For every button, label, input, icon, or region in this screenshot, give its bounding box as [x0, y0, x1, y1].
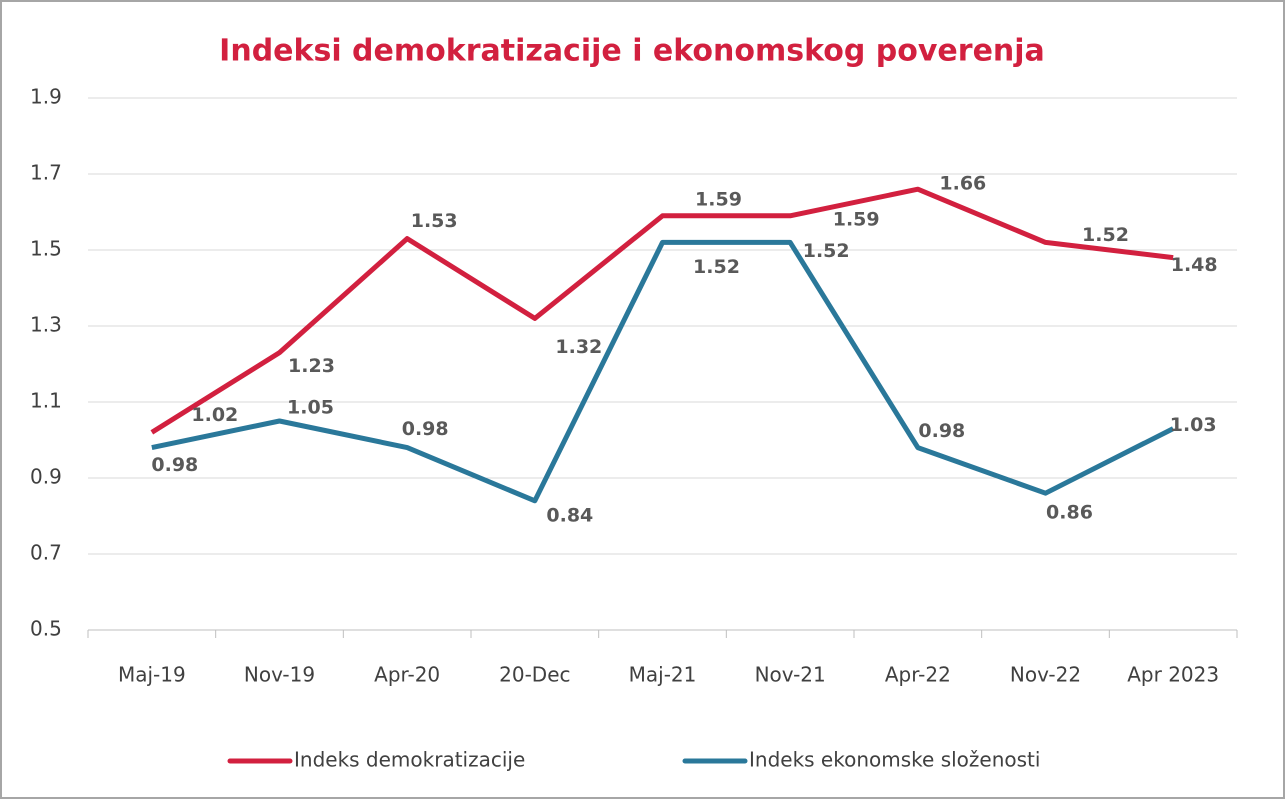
legend-label: Indeks demokratizacije — [294, 748, 525, 772]
x-tick-label: Nov-22 — [1010, 663, 1081, 687]
data-label: 1.03 — [1170, 414, 1217, 436]
series-line — [151, 239, 1175, 504]
data-label: 1.53 — [411, 210, 458, 232]
data-label: 1.59 — [833, 208, 880, 230]
data-label: 1.48 — [1171, 254, 1218, 276]
y-tick-label: 1.5 — [30, 237, 62, 261]
data-label: 1.32 — [555, 336, 602, 358]
x-tick-label: Nov-19 — [244, 663, 315, 687]
legend-label: Indeks ekonomske složenosti — [749, 748, 1040, 772]
data-label: 1.52 — [1082, 224, 1129, 246]
data-label: 1.59 — [695, 188, 742, 210]
data-label: 0.98 — [151, 454, 198, 476]
data-label: 1.52 — [803, 240, 850, 262]
y-tick-label: 1.7 — [30, 161, 62, 185]
y-tick-label: 1.3 — [30, 313, 62, 337]
y-tick-label: 1.1 — [30, 389, 62, 413]
x-tick-label: Apr-20 — [374, 663, 440, 687]
data-label: 1.66 — [939, 173, 986, 195]
data-label: 1.02 — [191, 404, 238, 426]
data-label: 0.86 — [1046, 502, 1093, 524]
y-tick-label: 0.9 — [30, 465, 62, 489]
data-label: 1.05 — [287, 397, 334, 419]
x-tick-label: Apr 2023 — [1127, 663, 1219, 687]
y-tick-label: 1.9 — [30, 85, 62, 109]
x-tick-label: Maj-21 — [629, 663, 697, 687]
data-label: 0.98 — [918, 420, 965, 442]
data-label: 1.52 — [693, 256, 740, 278]
data-label: 1.23 — [288, 355, 335, 377]
chart-title: Indeksi demokratizacije i ekonomskog pov… — [219, 34, 1045, 69]
data-label: 0.84 — [546, 504, 593, 526]
data-label: 0.98 — [402, 418, 449, 440]
y-tick-label: 0.7 — [30, 541, 62, 565]
x-tick-label: 20-Dec — [499, 663, 570, 687]
x-tick-label: Nov-21 — [755, 663, 826, 687]
series-line — [150, 186, 1174, 435]
x-tick-label: Apr-22 — [885, 663, 951, 687]
y-tick-label: 0.5 — [30, 617, 62, 641]
x-tick-label: Maj-19 — [118, 663, 186, 687]
